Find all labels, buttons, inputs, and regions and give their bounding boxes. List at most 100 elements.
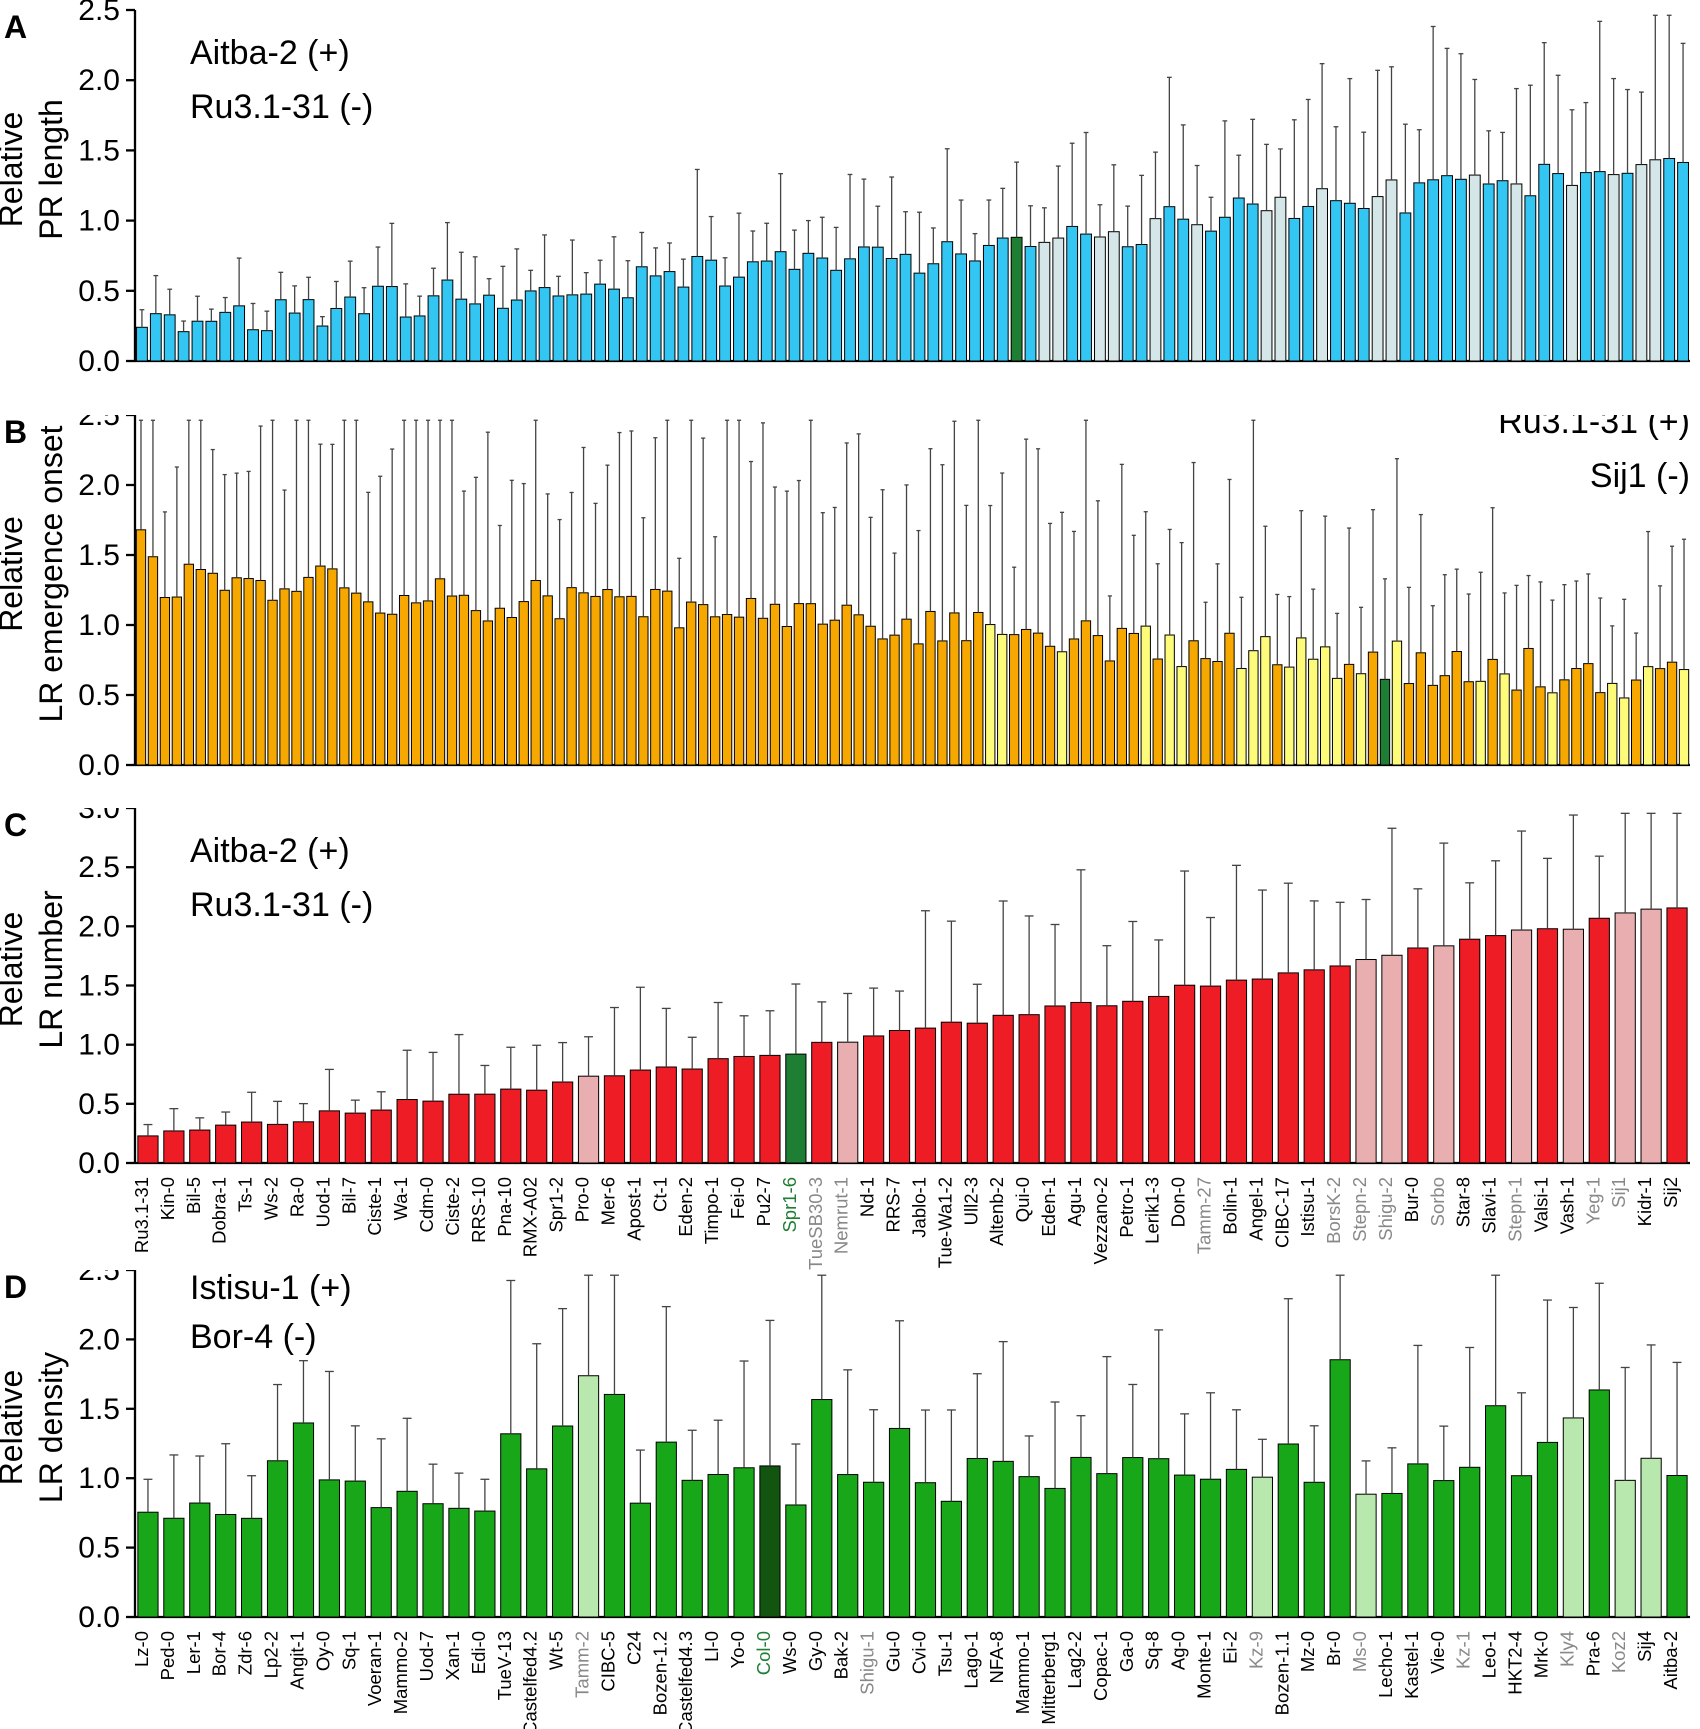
svg-text:Gy-0: Gy-0	[805, 1631, 826, 1671]
svg-text:2.0: 2.0	[78, 910, 120, 943]
svg-text:Wa-1: Wa-1	[390, 1177, 411, 1221]
svg-text:Aitba-2 (+): Aitba-2 (+)	[190, 34, 350, 72]
svg-text:B: B	[4, 415, 27, 450]
svg-text:1.0: 1.0	[78, 1462, 120, 1495]
svg-text:1.5: 1.5	[78, 539, 120, 572]
svg-text:Vash-1: Vash-1	[1556, 1177, 1577, 1234]
svg-text:TueSB30-3: TueSB30-3	[805, 1177, 826, 1270]
svg-text:Fei-0: Fei-0	[727, 1177, 748, 1219]
svg-text:2.5: 2.5	[78, 0, 120, 27]
svg-text:Ws-2: Ws-2	[261, 1177, 282, 1220]
svg-text:Voeran-1: Voeran-1	[364, 1631, 385, 1706]
svg-text:1.0: 1.0	[78, 609, 120, 642]
svg-text:2.0: 2.0	[78, 469, 120, 502]
svg-text:Eden-1: Eden-1	[1038, 1177, 1059, 1237]
svg-text:Bozen-1.2: Bozen-1.2	[649, 1631, 670, 1715]
svg-text:0.5: 0.5	[78, 275, 120, 308]
svg-text:Ga-0: Ga-0	[1116, 1631, 1137, 1672]
svg-text:Uod-7: Uod-7	[416, 1631, 437, 1681]
svg-text:Leo-1: Leo-1	[1479, 1631, 1500, 1678]
svg-text:Ru3.1-31 (-): Ru3.1-31 (-)	[190, 886, 373, 924]
svg-text:Star-8: Star-8	[1453, 1177, 1474, 1227]
svg-text:Bur-0: Bur-0	[1401, 1177, 1422, 1222]
svg-text:Sij1 (-): Sij1 (-)	[1590, 457, 1690, 495]
svg-text:Relative: Relative	[0, 1370, 29, 1486]
svg-text:Kidr-1: Kidr-1	[1634, 1177, 1655, 1226]
svg-text:Bor-4 (-): Bor-4 (-)	[190, 1318, 317, 1356]
svg-text:Apost-1: Apost-1	[623, 1177, 644, 1241]
svg-text:A: A	[4, 9, 27, 45]
svg-text:Pna-10: Pna-10	[494, 1177, 515, 1237]
svg-text:Copac-1: Copac-1	[1090, 1631, 1111, 1701]
svg-text:Castelfed4.2: Castelfed4.2	[520, 1631, 541, 1729]
svg-text:3.0: 3.0	[78, 808, 120, 825]
svg-text:C24: C24	[623, 1631, 644, 1665]
svg-text:LR emergence onset: LR emergence onset	[33, 425, 69, 722]
svg-text:RMX-A02: RMX-A02	[520, 1177, 541, 1257]
svg-text:2.5: 2.5	[78, 851, 120, 884]
svg-text:Mitterberg1: Mitterberg1	[1038, 1631, 1059, 1725]
svg-text:Vezzano-2: Vezzano-2	[1090, 1177, 1111, 1264]
svg-text:Xan-1: Xan-1	[442, 1631, 463, 1680]
svg-text:Slavi-1: Slavi-1	[1479, 1177, 1500, 1234]
svg-text:0.5: 0.5	[78, 1532, 120, 1565]
svg-text:1.5: 1.5	[78, 970, 120, 1003]
svg-text:Mammo-1: Mammo-1	[1012, 1631, 1033, 1714]
svg-text:Yeg-1: Yeg-1	[1582, 1177, 1603, 1225]
svg-text:Vie-0: Vie-0	[1427, 1631, 1448, 1674]
svg-text:PR length: PR length	[33, 99, 69, 240]
svg-text:Istisu-1 (+): Istisu-1 (+)	[190, 1270, 352, 1307]
svg-text:Bil-7: Bil-7	[338, 1177, 359, 1214]
svg-text:Stepn-1: Stepn-1	[1505, 1177, 1526, 1242]
svg-text:RRS-7: RRS-7	[883, 1177, 904, 1233]
svg-text:Tamm-27: Tamm-27	[1194, 1177, 1215, 1254]
svg-text:Pro-0: Pro-0	[572, 1177, 593, 1222]
svg-text:RRS-10: RRS-10	[468, 1177, 489, 1243]
svg-text:1.0: 1.0	[78, 205, 120, 238]
svg-text:Jablo-1: Jablo-1	[908, 1177, 929, 1238]
svg-text:Ll-0: Ll-0	[701, 1631, 722, 1662]
svg-text:Ms-0: Ms-0	[1349, 1631, 1370, 1672]
svg-text:Lag2-2: Lag2-2	[1064, 1631, 1085, 1689]
svg-text:Ts-1: Ts-1	[235, 1177, 256, 1212]
svg-text:0.0: 0.0	[78, 749, 120, 782]
svg-text:Gu-0: Gu-0	[883, 1631, 904, 1672]
svg-text:Don-0: Don-0	[1168, 1177, 1189, 1227]
svg-text:Ei-2: Ei-2	[1219, 1631, 1240, 1664]
svg-text:Relative: Relative	[0, 112, 29, 228]
svg-text:Shigu-1: Shigu-1	[857, 1631, 878, 1695]
svg-text:Ru3.1-31 (+): Ru3.1-31 (+)	[1498, 415, 1690, 441]
svg-text:Bak-2: Bak-2	[831, 1631, 852, 1679]
svg-text:Ra-0: Ra-0	[286, 1177, 307, 1217]
svg-text:Ciste-1: Ciste-1	[364, 1177, 385, 1236]
svg-text:0.0: 0.0	[78, 345, 120, 378]
svg-text:2.0: 2.0	[78, 64, 120, 97]
svg-text:Bil-5: Bil-5	[183, 1177, 204, 1214]
svg-text:Oy-0: Oy-0	[312, 1631, 333, 1671]
svg-text:Bozen-1.1: Bozen-1.1	[1271, 1631, 1292, 1715]
svg-text:Angel-1: Angel-1	[1245, 1177, 1266, 1241]
svg-text:Kly4: Kly4	[1556, 1631, 1577, 1667]
svg-text:Spr1-2: Spr1-2	[546, 1177, 567, 1233]
svg-text:Bolin-1: Bolin-1	[1219, 1177, 1240, 1235]
svg-text:Tamm-2: Tamm-2	[572, 1631, 593, 1698]
svg-text:Eden-2: Eden-2	[675, 1177, 696, 1237]
svg-text:Sq-1: Sq-1	[338, 1631, 359, 1670]
svg-text:Ru3.1-31: Ru3.1-31	[131, 1177, 152, 1253]
svg-text:Ru3.1-31 (-): Ru3.1-31 (-)	[190, 88, 373, 126]
svg-text:Petro-1: Petro-1	[1116, 1177, 1137, 1238]
svg-text:Ag-0: Ag-0	[1168, 1631, 1189, 1670]
svg-text:HKT2-4: HKT2-4	[1505, 1631, 1526, 1695]
svg-text:Ciste-2: Ciste-2	[442, 1177, 463, 1236]
svg-text:Tue-Wa1-2: Tue-Wa1-2	[934, 1177, 955, 1268]
svg-text:Pu2-7: Pu2-7	[753, 1177, 774, 1226]
svg-text:Timpo-1: Timpo-1	[701, 1177, 722, 1244]
svg-text:Dobra-1: Dobra-1	[209, 1177, 230, 1244]
svg-text:Edi-0: Edi-0	[468, 1631, 489, 1674]
svg-text:Istisu-1: Istisu-1	[1297, 1177, 1318, 1237]
svg-text:1.5: 1.5	[78, 134, 120, 167]
svg-text:Bor-4: Bor-4	[209, 1631, 230, 1676]
svg-text:Cdm-0: Cdm-0	[416, 1177, 437, 1233]
svg-text:2.5: 2.5	[78, 1270, 120, 1287]
svg-text:Sorbo: Sorbo	[1427, 1177, 1448, 1226]
